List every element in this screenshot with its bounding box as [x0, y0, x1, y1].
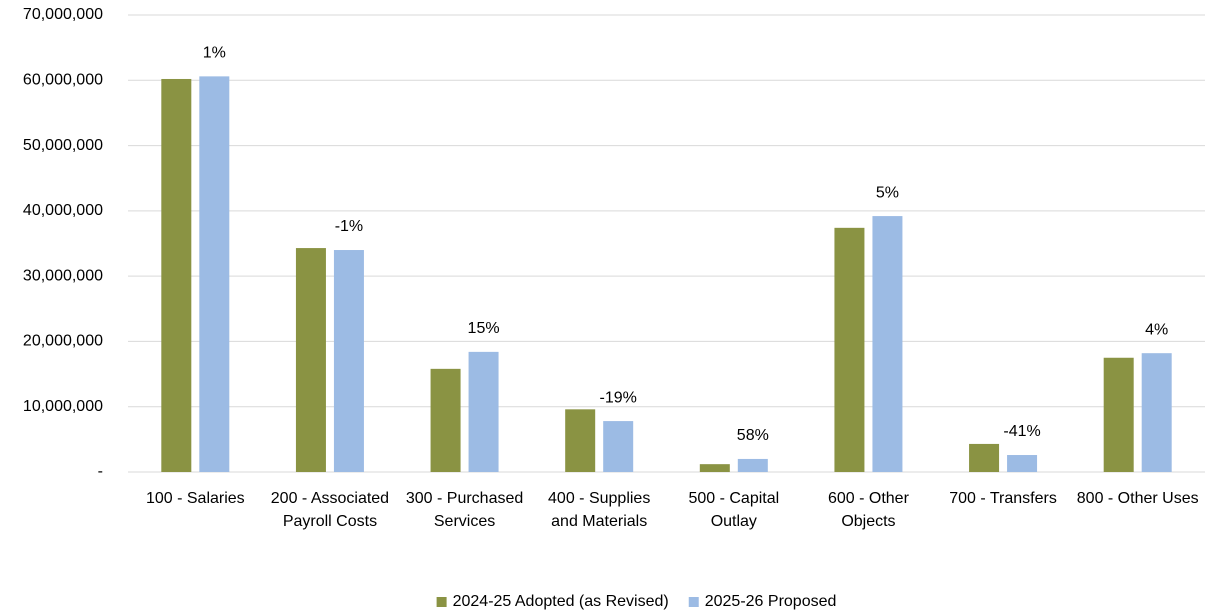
legend-label: 2025-26 Proposed: [705, 593, 837, 610]
legend-label: 2024-25 Adopted (as Revised): [453, 593, 669, 610]
bar: [295, 248, 326, 472]
x-tick-label: 600 - Other Objects: [827, 490, 909, 530]
bar: [1007, 455, 1038, 472]
bar: [603, 421, 634, 472]
annotation: 15%: [468, 320, 500, 337]
y-tick-label: 40,000,000: [23, 202, 103, 219]
bar: [199, 76, 230, 473]
annotation: -1%: [335, 218, 363, 235]
bar: [969, 443, 1000, 472]
annotation: 4%: [1145, 321, 1168, 338]
bar: [468, 351, 499, 472]
bar: [565, 409, 596, 472]
annotation: 58%: [737, 427, 769, 444]
y-tick-label: 50,000,000: [23, 137, 103, 154]
y-tick-label: 30,000,000: [23, 267, 103, 284]
y-tick-label: 60,000,000: [23, 72, 103, 89]
bar: [1103, 357, 1134, 472]
x-tick-label: 200 - Associated Payroll Costs: [270, 490, 390, 530]
y-tick-label: 10,000,000: [23, 398, 103, 415]
x-tick-label: 300 - Purchased Services: [405, 490, 524, 530]
legend-swatch: [688, 597, 699, 607]
x-tick-label: 800 - Other Uses: [1076, 490, 1199, 507]
y-tick-label: -: [98, 463, 103, 480]
bar: [699, 464, 730, 472]
y-tick-label: 70,000,000: [23, 6, 103, 23]
bar: [1141, 353, 1172, 472]
annotation: 1%: [203, 45, 226, 62]
bar: [161, 78, 192, 472]
bar: [834, 227, 865, 472]
annotation: 5%: [876, 184, 899, 201]
bar: [333, 250, 364, 472]
annotation: -41%: [1003, 423, 1040, 440]
x-tick-label: 100 - Salaries: [145, 490, 245, 507]
x-tick-label: 400 - Supplies and Materials: [548, 490, 651, 530]
bar: [737, 458, 768, 472]
legend-swatch: [436, 597, 447, 607]
y-tick-label: 20,000,000: [23, 333, 103, 350]
x-tick-label: 500 - Capital Outlay: [688, 490, 780, 530]
x-tick-label: 700 - Transfers: [949, 490, 1057, 507]
annotation: -19%: [600, 389, 637, 406]
bar: [430, 368, 461, 472]
bar: [872, 216, 903, 472]
